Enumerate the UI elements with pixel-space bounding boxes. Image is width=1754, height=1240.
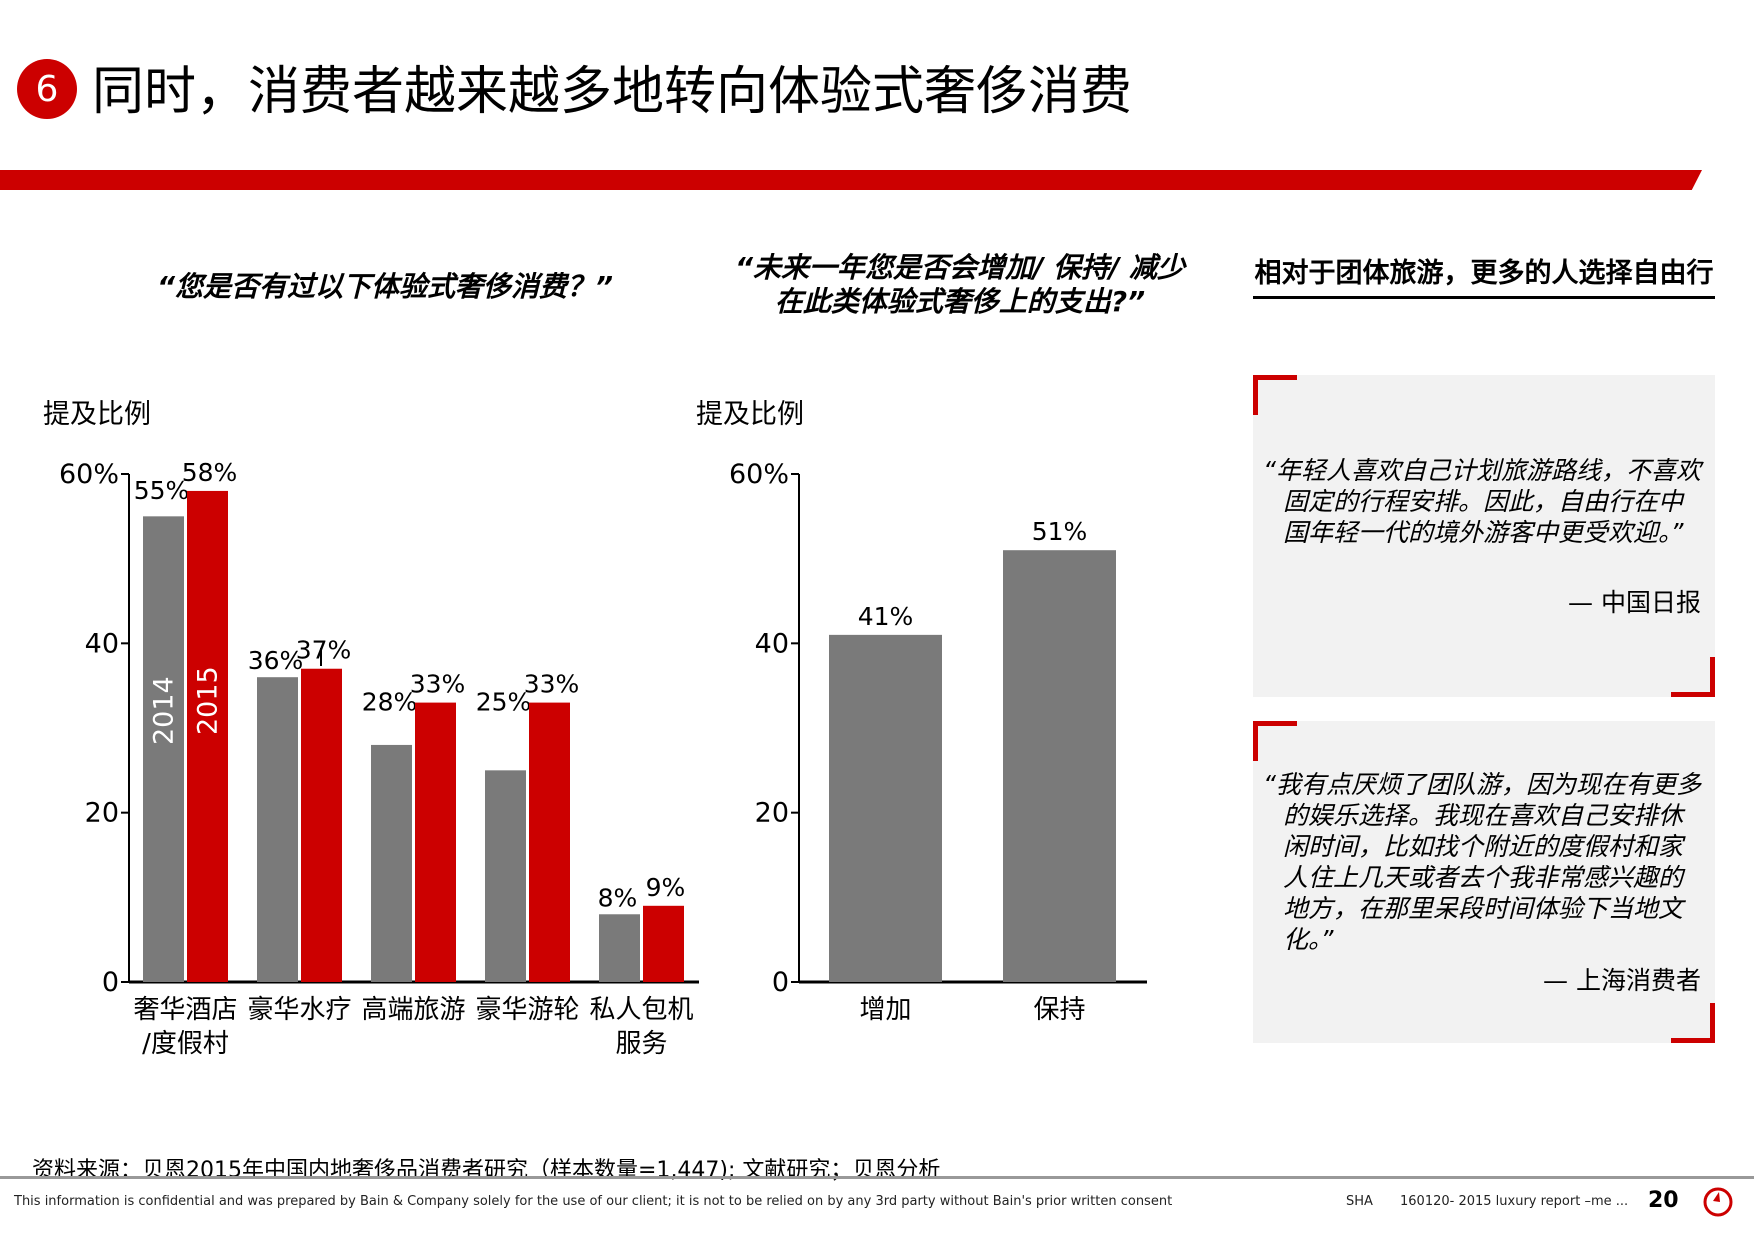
section-number-badge: 6 (17, 59, 77, 119)
title-divider (0, 170, 1702, 190)
y-tick-label: 60% (59, 459, 119, 490)
bar-2014 (143, 516, 184, 982)
y-tick-label: 20 (85, 798, 119, 829)
chart2-ylabel: 提及比例 (696, 399, 804, 430)
category-label: 增加 (859, 995, 911, 1025)
bar-2015 (301, 668, 342, 982)
bar-2014 (257, 677, 298, 982)
bar-2015 (415, 702, 456, 982)
source-note: 资料来源：贝恩2015年中国内地奢侈品消费者研究（样本数量=1,447); 文献… (32, 1158, 941, 1183)
corner-accent (1253, 375, 1297, 415)
category-label: 高端旅游 (361, 995, 465, 1025)
data-label: 37% (296, 636, 352, 665)
data-label: 28% (362, 688, 418, 717)
bar-value (829, 634, 942, 982)
chart1-ylabel: 提及比例 (43, 399, 151, 430)
page-number: 20 (1648, 1188, 1679, 1213)
middle-question-line1: “未来一年您是否会增加/ 保持/ 减少 (735, 251, 1185, 284)
quote-text: “年轻人喜欢自己计划旅游路线，不喜欢固定的行程安排。因此，自由行在中国年轻一代的… (1263, 456, 1701, 547)
charts: 0204060%55%58%奢华酒店/度假村36%37%豪华水疗28%33%高端… (59, 458, 1147, 1059)
bar-2014 (371, 744, 412, 982)
corner-accent (1671, 1003, 1715, 1043)
y-tick-label: 0 (102, 967, 119, 998)
quote-box-2: “我有点厌烦了团队游，因为现在有更多的娱乐选择。我现在喜欢自己安排休闲时间，比如… (1253, 721, 1715, 1043)
category-label: 私人包机 (589, 995, 693, 1025)
data-label: 33% (410, 670, 466, 699)
category-label: 保持 (1033, 995, 1085, 1025)
confidential-notice: This information is confidential and was… (14, 1194, 1173, 1209)
legend-2015: 2015 (193, 666, 224, 735)
y-tick-label: 40 (755, 628, 789, 659)
y-tick-label: 60% (729, 459, 789, 490)
bar-2015 (187, 490, 228, 982)
bar-2014 (599, 914, 640, 982)
data-label: 25% (476, 688, 532, 717)
category-label: 奢华酒店 (133, 995, 237, 1025)
bar-value (1003, 550, 1116, 982)
bar-2015 (529, 702, 570, 982)
quote-author: — 上海消费者 (1543, 966, 1701, 995)
legend-2014: 2014 (149, 676, 180, 745)
data-label: 8% (598, 883, 638, 912)
corner-accent (1671, 657, 1715, 697)
left-question: “您是否有过以下体验式奢侈消费？” (156, 270, 614, 303)
y-tick-label: 0 (772, 967, 789, 998)
y-tick-label: 40 (85, 628, 119, 659)
data-label: 41% (858, 602, 914, 631)
quote-author: — 中国日报 (1568, 588, 1701, 617)
page-title: 同时，消费者越来越多地转向体验式奢侈消费 (92, 62, 1133, 122)
middle-question: “未来一年您是否会增加/ 保持/ 减少 在此类体验式奢侈上的支出?” (700, 251, 1220, 319)
data-label: 58% (182, 458, 238, 487)
category-label: 豪华水疗 (247, 995, 351, 1025)
right-heading: 相对于团体旅游，更多的人选择自由行 (1253, 256, 1715, 299)
data-label: 51% (1032, 517, 1088, 546)
quote-box-1: “年轻人喜欢自己计划旅游路线，不喜欢固定的行程安排。因此，自由行在中国年轻一代的… (1253, 375, 1715, 697)
category-label: 服务 (615, 1029, 667, 1059)
bar-2015 (643, 905, 684, 982)
office-code: SHA (1346, 1194, 1373, 1209)
data-label: 9% (646, 873, 686, 902)
data-label: 55% (134, 476, 190, 505)
category-label: /度假村 (142, 1029, 229, 1059)
footer-divider (0, 1176, 1754, 1179)
quote-text: “我有点厌烦了团队游，因为现在有更多的娱乐选择。我现在喜欢自己安排休闲时间，比如… (1263, 770, 1701, 954)
data-label: 36% (248, 646, 304, 675)
y-tick-label: 20 (755, 798, 789, 829)
data-label: 33% (524, 670, 580, 699)
report-name: 160120- 2015 luxury report –me ... (1400, 1194, 1629, 1209)
category-label: 豪华游轮 (475, 995, 579, 1025)
bar-2014 (485, 770, 526, 982)
bain-logo-icon (1703, 1187, 1733, 1217)
corner-accent (1253, 721, 1297, 761)
middle-question-line2: 在此类体验式奢侈上的支出?” (774, 285, 1146, 318)
